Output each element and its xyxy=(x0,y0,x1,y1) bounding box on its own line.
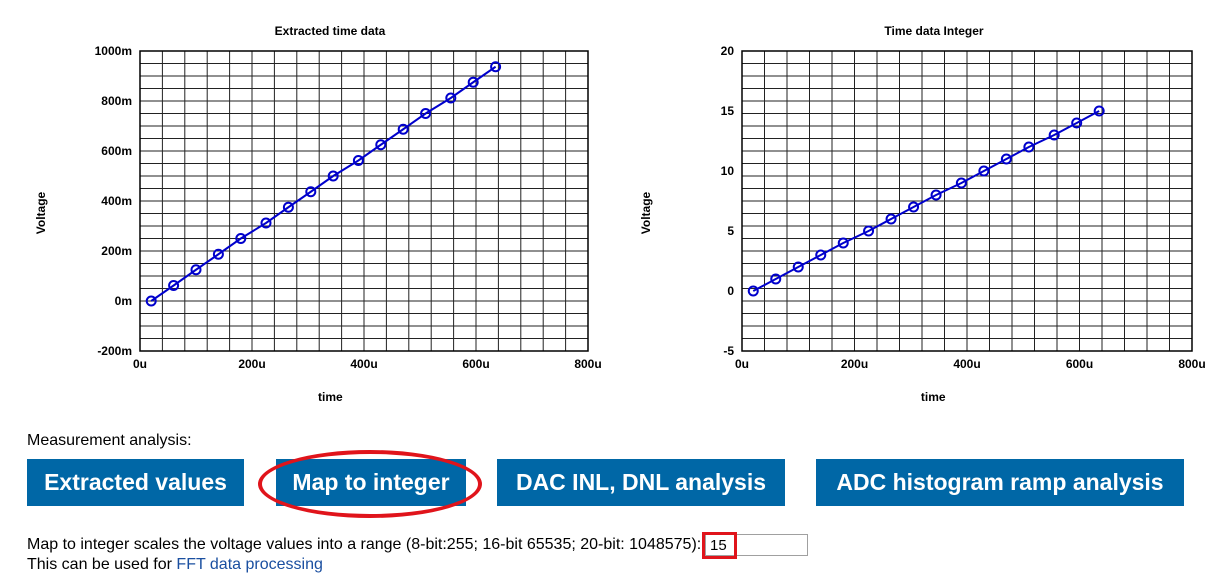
map-description: Map to integer scales the voltage values… xyxy=(27,536,702,553)
fft-processing-link[interactable]: FFT data processing xyxy=(176,556,323,573)
adc-histogram-button[interactable]: ADC histogram ramp analysis xyxy=(816,459,1184,506)
y-tick-label: -5 xyxy=(723,344,734,358)
x-tick-label: 400u xyxy=(953,357,980,371)
data-point xyxy=(375,139,387,151)
data-point xyxy=(1048,129,1060,141)
series-line xyxy=(752,110,1100,292)
data-point xyxy=(1071,117,1083,129)
y-tick-label: 200m xyxy=(101,244,132,258)
fft-description: This can be used for FFT data processing xyxy=(27,556,323,574)
integer-time-chart: Time data Integer -5 0 5 10 15 20 0u 200u 400u 600… xyxy=(615,0,1231,420)
series-line xyxy=(150,65,497,302)
x-tick-label: 200u xyxy=(238,357,265,371)
dac-inl-dnl-button[interactable]: DAC INL, DNL analysis xyxy=(497,459,785,506)
x-tick-label: 600u xyxy=(462,357,489,371)
plot-frame xyxy=(741,50,1193,352)
y-tick-label: 600m xyxy=(101,144,132,158)
data-point xyxy=(955,177,967,189)
y-axis-label: Voltage xyxy=(639,191,653,234)
y-tick-label: 1000m xyxy=(95,44,132,58)
x-tick-label: 0u xyxy=(735,357,749,371)
data-point xyxy=(1023,141,1035,153)
map-to-integer-button[interactable]: Map to integer xyxy=(276,459,466,506)
x-axis-label: time xyxy=(318,390,343,404)
data-point xyxy=(397,123,409,135)
y-tick-label: 20 xyxy=(721,44,735,58)
data-point xyxy=(420,108,432,119)
data-point xyxy=(190,264,202,276)
data-point xyxy=(908,201,920,213)
data-point xyxy=(930,189,942,201)
y-tick-label: 400m xyxy=(101,194,132,208)
data-point xyxy=(770,273,782,285)
data-point xyxy=(168,280,180,291)
x-tick-label: 400u xyxy=(350,357,377,371)
data-point xyxy=(885,213,897,225)
chart-title: Extracted time data xyxy=(275,24,386,38)
range-input[interactable] xyxy=(705,534,808,556)
y-tick-label: 5 xyxy=(727,224,734,238)
y-tick-label: -200m xyxy=(97,344,132,358)
data-point xyxy=(815,249,827,261)
data-point xyxy=(235,233,247,244)
data-point xyxy=(1093,105,1105,117)
y-axis-label: Voltage xyxy=(34,191,48,234)
x-tick-label: 200u xyxy=(841,357,868,371)
data-point xyxy=(212,248,224,260)
data-point xyxy=(747,285,759,297)
y-tick-label: 0m xyxy=(115,294,132,308)
data-point xyxy=(978,165,990,177)
data-point xyxy=(467,76,479,88)
x-tick-label: 600u xyxy=(1066,357,1093,371)
chart-grid xyxy=(741,50,1193,352)
data-point xyxy=(305,186,317,198)
extracted-time-chart: Extracted time data -200m 0m 200m 400m 600m 80… xyxy=(0,0,615,420)
data-point xyxy=(490,61,502,73)
y-tick-label: 800m xyxy=(101,94,132,108)
y-tick-label: 15 xyxy=(721,104,735,118)
x-tick-label: 800u xyxy=(574,357,601,371)
data-point xyxy=(260,217,272,229)
data-point xyxy=(145,295,157,307)
extracted-values-button[interactable]: Extracted values xyxy=(27,459,244,506)
fft-description-text: This can be used for xyxy=(27,556,177,573)
data-point xyxy=(327,170,339,182)
data-point xyxy=(837,237,849,249)
chart-title: Time data Integer xyxy=(884,24,983,38)
x-tick-label: 800u xyxy=(1178,357,1205,371)
data-point xyxy=(445,92,457,104)
data-point xyxy=(282,201,294,213)
extracted-time-chart-svg: Extracted time data -200m 0m 200m 400m 600m 80… xyxy=(34,24,602,404)
data-point xyxy=(863,225,875,237)
plot-frame xyxy=(139,50,589,352)
data-point xyxy=(1000,153,1012,165)
data-point xyxy=(792,261,804,273)
x-axis-label: time xyxy=(921,390,946,404)
x-tick-label: 0u xyxy=(133,357,147,371)
measurement-analysis-label: Measurement analysis: xyxy=(27,432,192,449)
y-tick-label: 0 xyxy=(727,284,734,298)
chart-grid xyxy=(139,50,589,352)
data-point xyxy=(352,155,364,166)
y-tick-label: 10 xyxy=(721,164,735,178)
